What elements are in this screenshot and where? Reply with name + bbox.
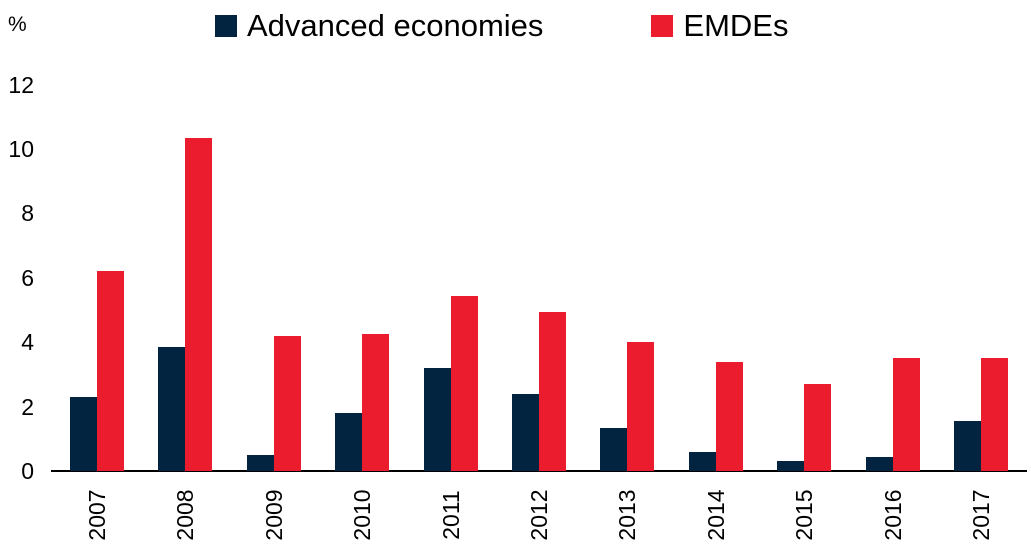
bar-advanced-economies-2014 [688,452,716,471]
bar-emdes-2011 [450,296,478,471]
x-tick-label-2013: 2013 [614,489,641,541]
legend-label-advanced-economies: Advanced economies [247,8,544,43]
bar-emdes-2017 [981,358,1008,471]
y-tick-label-4: 4 [21,329,34,356]
y-tick-label-8: 8 [21,200,34,227]
bar-advanced-economies-2009 [246,455,274,471]
bar-emdes-2016 [892,358,920,471]
bar-emdes-2009 [273,336,301,471]
y-tick-label-0: 0 [21,458,34,484]
bar-advanced-economies-2008 [158,347,186,471]
bar-advanced-economies-2007 [70,397,97,471]
legend-item-emdes: EMDEs [651,8,789,44]
x-tick-label-2009: 2009 [260,489,287,541]
bar-advanced-economies-2011 [423,368,451,471]
legend-swatch-emdes-icon [651,15,674,37]
legend-label-emdes: EMDEs [683,8,789,43]
legend-swatch-advanced-economies-icon [215,15,237,37]
bar-advanced-economies-2015 [777,461,805,471]
x-tick-label-2017: 2017 [968,489,994,541]
bar-emdes-2012 [539,312,566,471]
bar-emdes-2010 [362,334,390,471]
y-tick-label-12: 12 [8,71,34,98]
x-tick-label-2010: 2010 [349,489,376,541]
bar-emdes-2007 [97,271,124,471]
x-tick-label-2014: 2014 [702,489,729,541]
bar-emdes-2014 [715,362,743,471]
legend-item-advanced-economies: Advanced economies [215,8,543,44]
y-tick-label-10: 10 [8,136,34,162]
bar-advanced-economies-2010 [335,413,363,471]
x-axis-line [51,470,1027,472]
y-axis-unit-label: % [8,13,27,36]
bar-emdes-2015 [804,384,832,471]
bar-emdes-2013 [627,342,655,471]
x-tick-label-2015: 2015 [791,489,818,541]
bar-advanced-economies-2013 [600,428,628,471]
x-tick-label-2016: 2016 [879,489,906,541]
bar-advanced-economies-2017 [954,421,981,471]
y-tick-label-2: 2 [21,393,34,420]
bar-emdes-2008 [185,138,213,471]
x-tick-label-2007: 2007 [84,489,110,541]
bar-advanced-economies-2012 [512,394,539,471]
x-tick-label-2011: 2011 [437,490,464,540]
bar-advanced-economies-2016 [865,457,893,471]
y-tick-label-6: 6 [21,264,34,291]
legend: Advanced economies EMDEs [215,8,789,44]
x-tick-label-2008: 2008 [172,489,199,541]
x-tick-label-2012: 2012 [526,489,552,541]
